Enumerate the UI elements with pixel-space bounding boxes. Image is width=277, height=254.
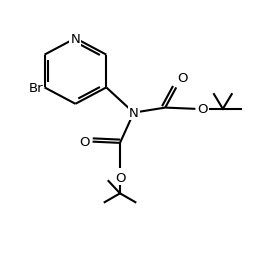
Text: O: O xyxy=(79,136,90,149)
Text: O: O xyxy=(198,103,208,116)
Text: O: O xyxy=(115,171,125,184)
Text: O: O xyxy=(178,71,188,84)
Text: Br: Br xyxy=(29,82,43,94)
Text: N: N xyxy=(129,107,138,120)
Text: N: N xyxy=(71,33,80,45)
